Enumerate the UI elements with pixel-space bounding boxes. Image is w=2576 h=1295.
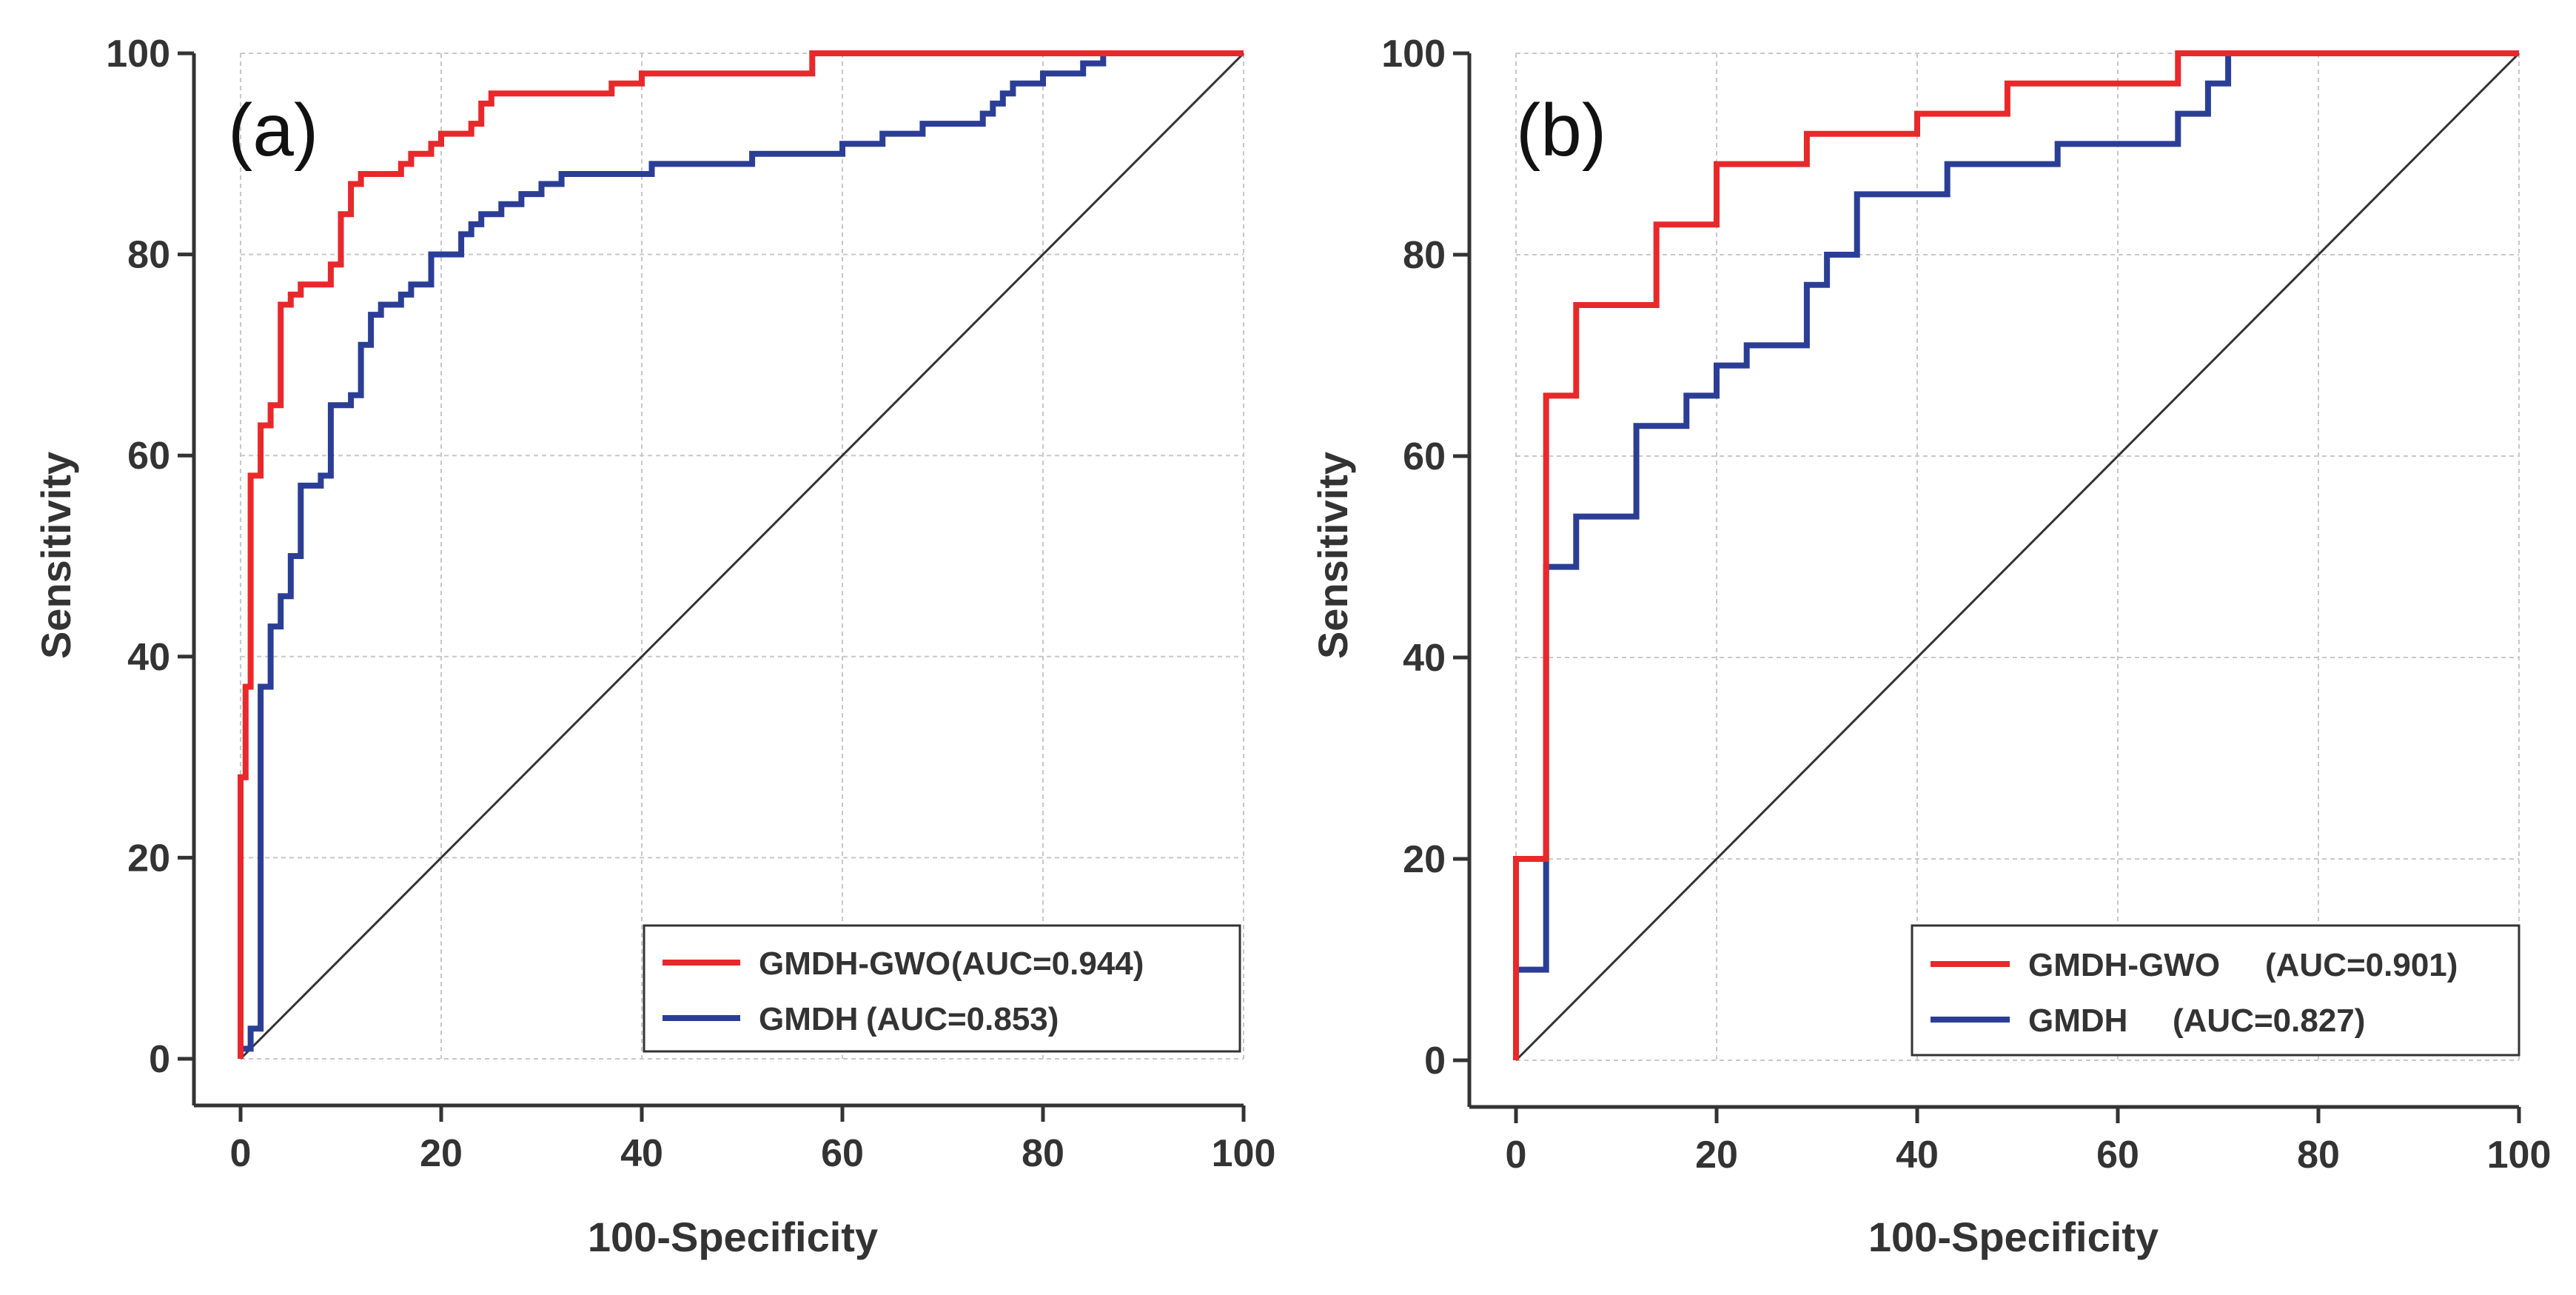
x-tick-label: 60 — [821, 1132, 864, 1175]
reference-diagonal — [1515, 52, 2520, 1062]
y-tick-label: 20 — [127, 837, 170, 880]
x-tick-label: 0 — [230, 1132, 252, 1175]
y-tick-label: 0 — [1424, 1040, 1446, 1082]
reference-diagonal — [239, 52, 1245, 1060]
x-axis-label: 100-Specificity — [588, 1214, 878, 1260]
plot-area — [196, 52, 1247, 1059]
roc-curve-gmdh — [238, 50, 1244, 1059]
axes — [1453, 51, 2521, 1123]
y-tick-label: 60 — [127, 435, 170, 478]
y-tick-labels: 0 20 40 60 80 100 — [106, 33, 170, 1081]
y-tick-label: 100 — [106, 33, 170, 76]
x-tick-label: 100 — [2487, 1134, 2552, 1177]
y-tick-label: 0 — [149, 1038, 170, 1081]
legend-label-gmdh-gwo: GMDH-GWO — [2028, 947, 2220, 983]
x-tick-label: 100 — [1212, 1132, 1276, 1175]
legend-auc-gmdh-gwo: (AUC=0.944) — [951, 946, 1144, 982]
y-tick-label: 40 — [1403, 637, 1446, 680]
roc-curve-gmdh — [1513, 50, 2519, 1060]
legend-box — [643, 924, 1241, 1053]
panel-b: 0 20 40 60 80 100 0 20 40 60 80 100 100-Specificit… — [1309, 33, 2551, 1260]
series-layer — [1513, 50, 2519, 1060]
grid-lines — [240, 53, 1244, 1060]
roc-curve-gmdh-gwo — [1513, 50, 2519, 1060]
y-axis-label: Sensitivity — [33, 452, 79, 659]
legend-auc-gmdh: (AUC=0.827) — [2173, 1003, 2365, 1039]
x-tick-label: 60 — [2096, 1134, 2139, 1177]
roc-curve-gmdh-gwo — [238, 50, 1244, 1059]
x-tick-label: 40 — [1896, 1134, 1939, 1177]
y-tick-label: 80 — [127, 234, 170, 277]
panel-label: (a) — [228, 89, 318, 172]
y-tick-label: 40 — [127, 636, 170, 679]
axes — [178, 51, 1246, 1122]
legend-auc-gmdh: (AUC=0.853) — [866, 1001, 1059, 1037]
legend: GMDH-GWO (AUC=0.901) GMDH (AUC=0.827) — [1911, 924, 2520, 1057]
plot-area — [1473, 52, 2524, 1059]
x-tick-label: 80 — [1022, 1132, 1064, 1175]
x-axis-label: 100-Specificity — [1868, 1214, 2159, 1260]
y-tick-label: 100 — [1381, 33, 1446, 76]
legend-label-gmdh: GMDH — [759, 1001, 858, 1037]
x-tick-labels: 0 20 40 60 80 100 — [230, 1132, 1276, 1175]
panel-label: (b) — [1516, 89, 1606, 172]
x-tick-label: 80 — [2297, 1134, 2340, 1177]
legend: GMDH-GWO (AUC=0.944) GMDH (AUC=0.853) — [643, 924, 1241, 1053]
x-tick-label: 20 — [420, 1132, 463, 1175]
y-tick-labels: 0 20 40 60 80 100 — [1381, 33, 1446, 1082]
y-tick-label: 20 — [1403, 838, 1446, 881]
y-tick-label: 80 — [1403, 234, 1446, 277]
y-axis-label: Sensitivity — [1309, 452, 1356, 659]
y-tick-label: 60 — [1403, 435, 1446, 478]
legend-label-gmdh-gwo: GMDH-GWO — [759, 946, 950, 982]
x-tick-labels: 0 20 40 60 80 100 — [1506, 1134, 2552, 1177]
x-tick-label: 20 — [1695, 1134, 1738, 1177]
panel-a: 0 20 40 60 80 100 0 20 40 60 80 100 100-Specificit… — [33, 33, 1275, 1260]
legend-box — [1911, 924, 2520, 1057]
x-tick-label: 40 — [620, 1132, 663, 1175]
legend-label-gmdh: GMDH — [2028, 1003, 2127, 1039]
x-tick-label: 0 — [1506, 1134, 1527, 1177]
legend-auc-gmdh-gwo: (AUC=0.901) — [2265, 947, 2458, 983]
series-layer — [238, 50, 1244, 1059]
